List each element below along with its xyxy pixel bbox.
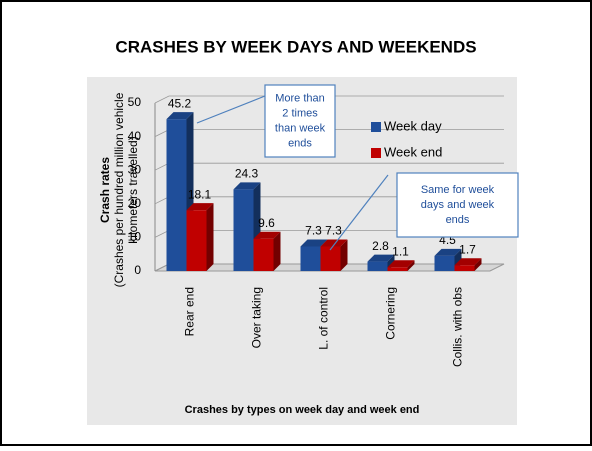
bar-face [186, 203, 214, 211]
callout-text: than week [275, 122, 326, 134]
data-label: 7.3 [325, 224, 342, 238]
callout-text: days and week [421, 199, 495, 211]
data-label: 18.1 [188, 187, 212, 201]
bar-face [367, 254, 395, 262]
x-tick-label: Over taking [250, 287, 264, 348]
data-label: 45.2 [168, 96, 192, 110]
chart-title: CRASHES BY WEEK DAYS AND WEEKENDS [115, 37, 476, 56]
callout-text: More than [275, 92, 325, 104]
bar-face [340, 239, 348, 271]
bar-face [166, 119, 187, 272]
callout-box [264, 84, 336, 158]
callout-box [396, 172, 519, 238]
data-label: 2.8 [372, 239, 389, 253]
bar-face [387, 260, 415, 268]
bar-face [273, 231, 281, 271]
grid-line [154, 95, 504, 104]
bar [387, 260, 415, 271]
bar [454, 258, 482, 271]
x-tick-label: Rear end [183, 287, 197, 336]
y-tick-label: 40 [128, 129, 142, 143]
data-label: 1.7 [459, 242, 476, 256]
y-tick-label: 30 [128, 162, 142, 176]
bar [253, 231, 281, 271]
bar-face [300, 239, 328, 247]
bar-face [186, 210, 207, 271]
callout-text: Same for week [421, 184, 495, 196]
bar-face [300, 246, 321, 271]
legend-swatch [371, 122, 381, 132]
bar-face [454, 258, 482, 266]
bar-face [233, 189, 254, 271]
callout-line [329, 174, 389, 251]
bar-face [387, 267, 408, 271]
bar-face [407, 260, 415, 271]
legend-swatch [371, 148, 381, 158]
bar-face [434, 255, 455, 271]
bar-face [253, 238, 274, 271]
y-axis-title: kilometers travelled) [126, 136, 140, 243]
bar-face [434, 248, 462, 256]
legend-label: Week day [384, 118, 442, 133]
bar [233, 182, 261, 271]
y-axis-title: Crash rates [98, 157, 112, 223]
bar-face [233, 182, 261, 190]
legend-label: Week end [384, 144, 442, 159]
y-tick-label: 0 [134, 263, 141, 277]
bar-face [320, 239, 348, 247]
x-tick-label: Cornering [384, 287, 398, 340]
bar-face [367, 261, 388, 271]
y-tick-label: 50 [128, 95, 142, 109]
bar-face [253, 231, 281, 239]
x-tick-label: Collis. with obs [451, 287, 465, 367]
bar [320, 239, 348, 271]
data-label: 1.1 [392, 244, 409, 258]
bar [186, 203, 214, 271]
callout-text: 2 times [282, 107, 318, 119]
data-label: 9.6 [258, 216, 275, 230]
y-tick-label: 10 [128, 230, 142, 244]
x-tick-label: L. of control [317, 287, 331, 350]
data-label: 24.3 [235, 167, 259, 181]
x-axis-title: Crashes by types on week day and week en… [185, 404, 420, 416]
y-tick-label: 20 [128, 196, 142, 210]
y-axis-title: (Crashes per hundred million vehicle [112, 92, 126, 287]
callout-text: ends [446, 214, 470, 226]
bar-face [320, 246, 341, 271]
callout-line [196, 95, 266, 124]
callout-text: ends [288, 137, 312, 149]
bar-face [166, 112, 194, 120]
bar-face [206, 203, 214, 271]
data-label: 7.3 [305, 224, 322, 238]
bar-face [454, 265, 475, 271]
bar-face [474, 258, 482, 271]
